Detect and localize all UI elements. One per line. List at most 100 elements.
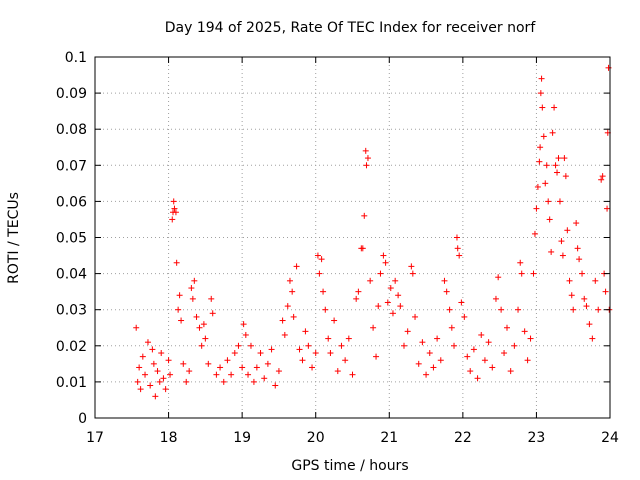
data-point: [312, 350, 319, 357]
data-point: [202, 335, 209, 342]
data-point: [437, 357, 444, 364]
data-point: [220, 378, 227, 385]
data-point: [552, 162, 559, 169]
data-point: [293, 263, 300, 270]
data-point: [208, 295, 215, 302]
data-point: [134, 378, 141, 385]
data-point: [467, 368, 474, 375]
data-point: [559, 252, 566, 259]
data-point: [397, 303, 404, 310]
data-point: [412, 313, 419, 320]
data-point: [527, 335, 534, 342]
data-point: [373, 353, 380, 360]
data-point: [453, 234, 460, 241]
data-point: [322, 306, 329, 313]
data-point: [542, 180, 549, 187]
y-axis-title: ROTI / TECUs: [6, 192, 22, 284]
data-point: [165, 357, 172, 364]
data-point: [314, 252, 321, 259]
data-point: [517, 259, 524, 266]
data-point: [325, 335, 332, 342]
data-point: [489, 364, 496, 371]
data-point: [133, 324, 140, 331]
data-point: [451, 342, 458, 349]
data-point: [176, 292, 183, 299]
data-point: [548, 248, 555, 255]
y-tick-label: 0.04: [56, 267, 87, 283]
data-point: [240, 321, 247, 328]
data-point: [443, 288, 450, 295]
data-point: [345, 335, 352, 342]
data-point: [154, 368, 161, 375]
data-point: [434, 335, 441, 342]
data-point: [555, 155, 562, 162]
data-point: [149, 346, 156, 353]
data-point: [302, 328, 309, 335]
data-point: [160, 375, 167, 382]
data-point: [245, 371, 252, 378]
data-point: [355, 288, 362, 295]
data-point: [454, 245, 461, 252]
data-point: [566, 277, 573, 284]
data-point: [162, 386, 169, 393]
data-point: [481, 357, 488, 364]
data-point: [261, 375, 268, 382]
data-point: [239, 364, 246, 371]
data-point: [147, 382, 154, 389]
data-point: [602, 288, 609, 295]
data-point: [359, 245, 366, 252]
data-point: [539, 104, 546, 111]
data-point: [408, 263, 415, 270]
data-point: [430, 364, 437, 371]
data-point: [605, 64, 612, 71]
data-point: [362, 147, 369, 154]
y-tick-label: 0.09: [56, 86, 87, 102]
data-point: [264, 360, 271, 367]
data-point: [536, 158, 543, 165]
data-point: [136, 364, 143, 371]
y-tick-label: 0.05: [56, 231, 87, 247]
data-point: [599, 173, 606, 180]
data-point: [180, 360, 187, 367]
data-point: [533, 205, 540, 212]
x-tick-label: 23: [528, 430, 546, 446]
x-tick-label: 21: [380, 430, 398, 446]
data-point: [213, 371, 220, 378]
y-tick-label: 0.08: [56, 122, 87, 138]
axis-ticks: [94, 56, 611, 419]
data-point: [137, 386, 144, 393]
y-tick-label: 0: [78, 411, 87, 427]
data-point: [384, 299, 391, 306]
data-point: [515, 306, 522, 313]
data-point: [504, 324, 510, 331]
data-point: [364, 155, 371, 162]
x-tick-label: 17: [86, 430, 104, 446]
data-point: [363, 162, 370, 169]
data-point: [178, 317, 185, 324]
data-point: [604, 205, 611, 212]
data-point: [492, 295, 499, 302]
data-point: [568, 292, 575, 299]
data-point: [586, 321, 593, 328]
data-point: [441, 277, 448, 284]
data-point: [342, 357, 349, 364]
data-point: [380, 252, 387, 259]
data-point: [478, 331, 485, 338]
data-point: [538, 75, 545, 82]
data-point: [456, 252, 463, 259]
data-point: [474, 375, 481, 382]
data-point: [370, 324, 377, 331]
y-tick-label: 0.06: [56, 194, 87, 210]
data-point: [171, 205, 178, 212]
data-point: [501, 350, 508, 357]
data-point: [268, 346, 275, 353]
chart-title: Day 194 of 2025, Rate Of TEC Index for r…: [165, 20, 537, 36]
data-point: [545, 198, 552, 205]
data-point: [191, 277, 198, 284]
data-point: [592, 277, 599, 284]
data-point: [458, 299, 465, 306]
data-point: [290, 313, 297, 320]
data-point: [305, 342, 312, 349]
data-point: [595, 306, 602, 313]
